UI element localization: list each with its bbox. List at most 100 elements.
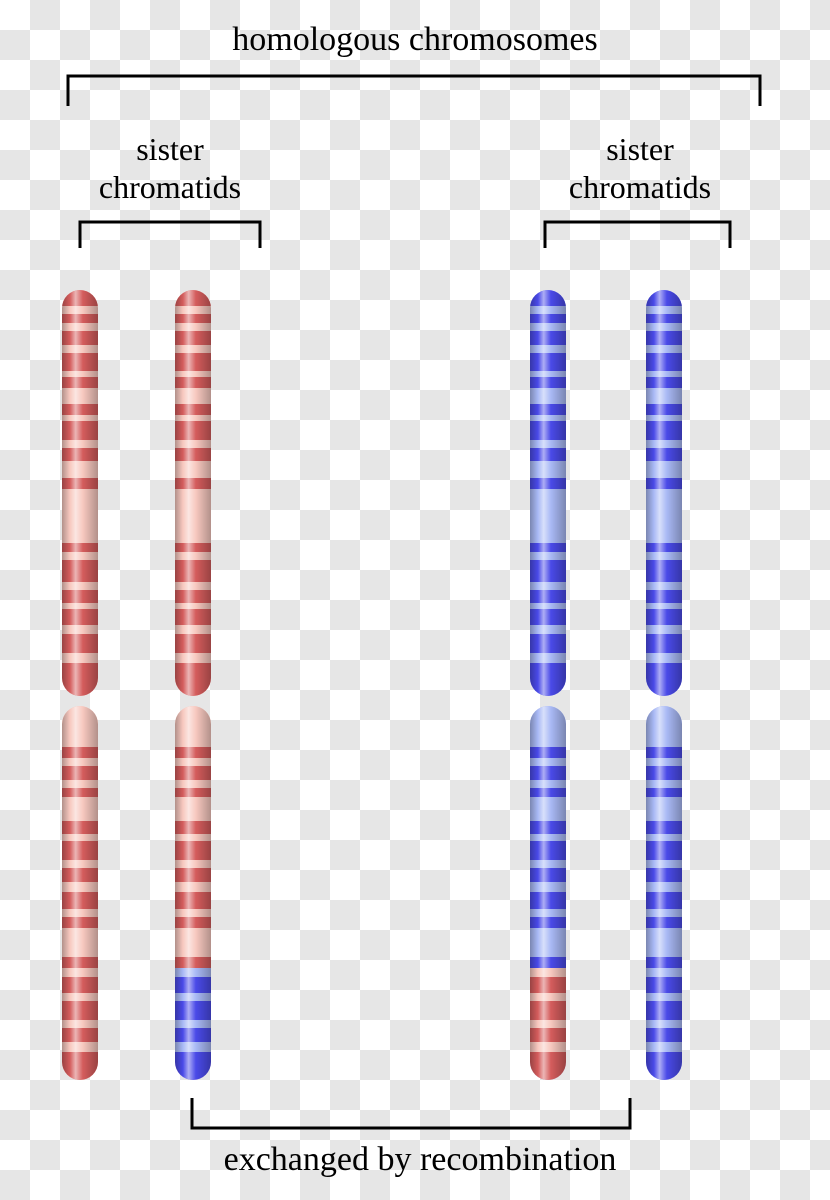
band: [62, 1028, 98, 1042]
band: [62, 609, 98, 625]
band: [530, 834, 566, 842]
band: [646, 331, 682, 345]
bracket-right: [541, 218, 734, 248]
band: [62, 323, 98, 331]
band: [62, 552, 98, 560]
band: [62, 834, 98, 842]
band: [530, 653, 566, 662]
chromatid-red-left-q-arm: [62, 706, 98, 1080]
band: [175, 882, 211, 891]
band: [646, 634, 682, 653]
band: [530, 306, 566, 314]
band: [530, 928, 566, 956]
band: [62, 353, 98, 370]
band: [530, 780, 566, 788]
band: [175, 957, 211, 968]
band: [646, 290, 682, 306]
band: [62, 290, 98, 306]
band: [530, 892, 566, 909]
band: [62, 461, 98, 478]
band: [530, 841, 566, 860]
band: [175, 353, 211, 370]
band: [175, 977, 211, 993]
band: [175, 421, 211, 440]
band: [175, 582, 211, 590]
band: [62, 582, 98, 590]
band: [646, 882, 682, 891]
band: [530, 706, 566, 747]
band: [530, 1028, 566, 1042]
band: [530, 860, 566, 868]
band: [530, 821, 566, 834]
band: [62, 1020, 98, 1028]
band: [646, 780, 682, 788]
band: [646, 1020, 682, 1028]
band: [175, 495, 211, 542]
chromatid-blue-left-q-arm: [530, 706, 566, 1080]
band: [530, 797, 566, 821]
band: [62, 797, 98, 821]
band: [530, 421, 566, 440]
band: [646, 543, 682, 552]
chromatid-red-right-p-arm: [175, 290, 211, 696]
band: [175, 909, 211, 917]
band: [62, 968, 98, 977]
band: [646, 909, 682, 917]
band: [175, 797, 211, 821]
band: [646, 560, 682, 582]
band: [646, 797, 682, 821]
band: [62, 860, 98, 868]
label-sister-left-line1: sister: [136, 131, 204, 167]
band: [646, 421, 682, 440]
band: [530, 582, 566, 590]
band: [62, 977, 98, 993]
band: [530, 314, 566, 323]
band: [646, 758, 682, 766]
band: [530, 663, 566, 696]
band: [62, 421, 98, 440]
label-sister-left: sister chromatids: [60, 130, 280, 207]
band: [530, 543, 566, 552]
band: [175, 928, 211, 956]
band: [646, 1001, 682, 1020]
band: [175, 821, 211, 834]
band: [62, 448, 98, 461]
band: [530, 323, 566, 331]
band: [62, 882, 98, 891]
band: [62, 377, 98, 388]
band: [646, 860, 682, 868]
band: [62, 625, 98, 634]
band: [175, 892, 211, 909]
band: [530, 560, 566, 582]
band: [175, 306, 211, 314]
band: [646, 478, 682, 489]
band: [530, 993, 566, 1001]
band: [62, 780, 98, 788]
band: [530, 758, 566, 766]
band: [530, 331, 566, 345]
band: [175, 968, 211, 977]
band: [175, 780, 211, 788]
band: [62, 306, 98, 314]
label-sister-left-line2: chromatids: [99, 169, 241, 205]
band: [175, 625, 211, 634]
band: [646, 552, 682, 560]
band: [530, 766, 566, 780]
band: [646, 388, 682, 404]
label-sister-right-line2: chromatids: [569, 169, 711, 205]
band: [646, 968, 682, 977]
band: [175, 747, 211, 758]
band: [530, 634, 566, 653]
band: [62, 404, 98, 415]
band: [530, 882, 566, 891]
band: [530, 552, 566, 560]
band: [175, 1020, 211, 1028]
band: [62, 345, 98, 353]
band: [175, 634, 211, 653]
band: [646, 440, 682, 448]
band: [62, 1042, 98, 1051]
chromatid-blue-right-q-arm: [646, 706, 682, 1080]
band: [62, 909, 98, 917]
band: [646, 353, 682, 370]
band: [646, 1042, 682, 1051]
